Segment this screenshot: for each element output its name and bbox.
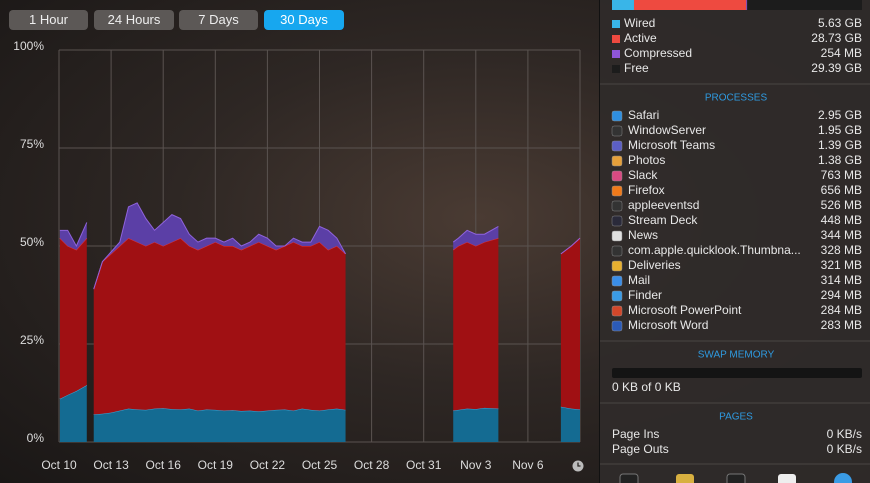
process-value: 328 MB bbox=[821, 243, 862, 257]
process-value: 448 MB bbox=[821, 213, 862, 227]
legend-value: 29.39 GB bbox=[811, 61, 862, 75]
area-edge bbox=[59, 202, 581, 290]
process-name: Safari bbox=[628, 108, 659, 122]
process-name: Mail bbox=[628, 273, 650, 287]
process-value: 656 MB bbox=[821, 183, 862, 197]
x-tick-label: Nov 6 bbox=[512, 458, 544, 472]
dock-icons bbox=[619, 473, 852, 483]
process-value: 294 MB bbox=[821, 288, 862, 302]
x-tick-label: Oct 28 bbox=[354, 458, 390, 472]
range-tab[interactable]: 7 Days bbox=[179, 10, 258, 30]
app-icon bbox=[611, 155, 623, 167]
process-value: 314 MB bbox=[821, 273, 862, 287]
process-name: Microsoft PowerPoint bbox=[628, 303, 742, 317]
app-icon bbox=[611, 230, 623, 242]
legend-value: 254 MB bbox=[821, 46, 862, 60]
pages-name: Page Ins bbox=[612, 427, 659, 441]
clock-icon bbox=[572, 460, 584, 472]
app-icon bbox=[611, 275, 623, 287]
x-tick-label: Nov 3 bbox=[460, 458, 492, 472]
x-tick-label: Oct 25 bbox=[302, 458, 338, 472]
app-icon bbox=[611, 140, 623, 152]
process-name: Finder bbox=[628, 288, 662, 302]
process-name: appleeventsd bbox=[628, 198, 699, 212]
legend-label: Free bbox=[624, 61, 649, 75]
y-tick-label: 25% bbox=[20, 333, 44, 347]
x-tick-label: Oct 16 bbox=[146, 458, 182, 472]
legend-swatch bbox=[612, 50, 620, 58]
area bbox=[59, 385, 580, 442]
app-icon bbox=[611, 290, 623, 302]
process-name: Stream Deck bbox=[628, 213, 698, 227]
app-icon bbox=[611, 185, 623, 197]
app-icon bbox=[611, 170, 623, 182]
memory-bar-segment bbox=[747, 0, 862, 10]
process-value: 1.38 GB bbox=[818, 153, 862, 167]
app-icon bbox=[611, 110, 623, 122]
app-icon bbox=[611, 125, 623, 137]
app-icon bbox=[611, 215, 623, 227]
memory-bar-segment bbox=[633, 0, 747, 10]
memory-bar-segment bbox=[612, 0, 634, 10]
process-name: Microsoft Word bbox=[628, 318, 708, 332]
process-value: 284 MB bbox=[821, 303, 862, 317]
section-title: PAGES bbox=[719, 412, 753, 423]
legend-value: 28.73 GB bbox=[811, 31, 862, 45]
y-tick-label: 75% bbox=[20, 137, 44, 151]
y-tick-label: 0% bbox=[27, 431, 45, 445]
x-tick-label: Oct 19 bbox=[198, 458, 234, 472]
process-value: 344 MB bbox=[821, 228, 862, 242]
range-tab[interactable]: 30 Days bbox=[264, 10, 344, 30]
x-tick-label: Oct 22 bbox=[250, 458, 286, 472]
memory-panel: Wired 5.63 GB Active 28.73 GB Compressed 254 … bbox=[600, 0, 870, 465]
process-name: Slack bbox=[628, 168, 658, 182]
y-tick-label: 100% bbox=[13, 39, 44, 53]
process-name: com.apple.quicklook.Thumbna... bbox=[628, 243, 801, 257]
pages-value: 0 KB/s bbox=[827, 427, 862, 441]
process-value: 526 MB bbox=[821, 198, 862, 212]
app-icon bbox=[611, 320, 623, 332]
pages-name: Page Outs bbox=[612, 442, 669, 456]
legend-label: Active bbox=[624, 31, 657, 45]
y-tick-label: 50% bbox=[20, 235, 44, 249]
x-tick-label: Oct 13 bbox=[93, 458, 129, 472]
process-name: News bbox=[628, 228, 658, 242]
x-tick-label: Oct 31 bbox=[406, 458, 442, 472]
process-name: Photos bbox=[628, 153, 665, 167]
swap-bar bbox=[612, 368, 862, 378]
process-value: 763 MB bbox=[821, 168, 862, 182]
process-value: 1.39 GB bbox=[818, 138, 862, 152]
process-name: Deliveries bbox=[628, 258, 681, 272]
app-icon bbox=[611, 200, 623, 212]
process-name: WindowServer bbox=[628, 123, 706, 137]
memory-bar-segment bbox=[746, 0, 748, 10]
legend-swatch bbox=[612, 65, 620, 73]
section-title: SWAP MEMORY bbox=[698, 350, 775, 361]
legend-value: 5.63 GB bbox=[818, 16, 862, 30]
legend-swatch bbox=[612, 20, 620, 28]
x-tick-label: Oct 10 bbox=[41, 458, 77, 472]
process-value: 1.95 GB bbox=[818, 123, 862, 137]
process-name: Microsoft Teams bbox=[628, 138, 715, 152]
app-icon bbox=[611, 305, 623, 317]
legend-swatch bbox=[612, 35, 620, 43]
process-value: 283 MB bbox=[821, 318, 862, 332]
range-tab[interactable]: 24 Hours bbox=[94, 10, 174, 30]
swap-text: 0 KB of 0 KB bbox=[612, 380, 681, 394]
app-icon bbox=[611, 260, 623, 272]
legend-label: Wired bbox=[624, 16, 655, 30]
chart: 0% 25% 50% 75% 100% Oct 10 Oct 13 Oct 16 Oct 19 O… bbox=[13, 39, 581, 472]
range-tab[interactable]: 1 Hour bbox=[9, 10, 88, 30]
area bbox=[59, 238, 580, 415]
legend-label: Compressed bbox=[624, 46, 692, 60]
process-value: 321 MB bbox=[821, 258, 862, 272]
app-icon bbox=[611, 245, 623, 257]
process-name: Firefox bbox=[628, 183, 665, 197]
area-edge bbox=[59, 237, 581, 290]
pages-value: 0 KB/s bbox=[827, 442, 862, 456]
process-value: 2.95 GB bbox=[818, 108, 862, 122]
section-title: PROCESSES bbox=[705, 93, 768, 104]
